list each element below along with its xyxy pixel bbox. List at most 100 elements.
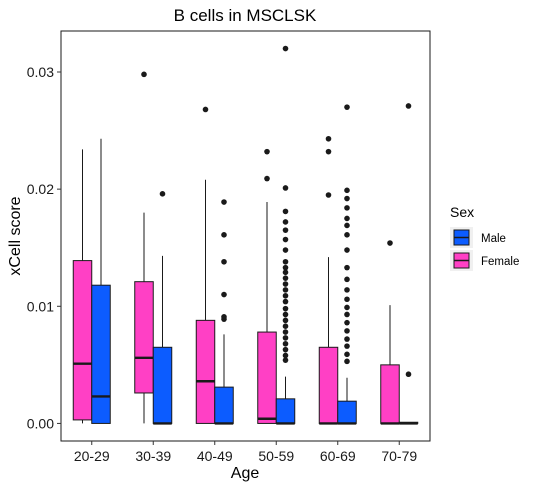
outlier-point <box>325 135 332 142</box>
outlier-point <box>282 219 289 225</box>
outlier-point <box>221 199 227 205</box>
outlier-point <box>282 227 289 233</box>
outlier-point <box>282 247 289 253</box>
iqr-box <box>337 400 357 424</box>
outlier-point <box>387 240 393 246</box>
outlier-point <box>344 287 350 293</box>
legend-item-female: Female <box>450 250 519 271</box>
outlier-point <box>344 205 350 211</box>
legend-label: Male <box>481 233 506 245</box>
x-tick-label: 30-39 <box>135 448 171 464</box>
outlier-point <box>325 148 332 155</box>
outlier-point <box>282 236 289 243</box>
legend-title: Sex <box>450 204 474 220</box>
x-tick-label: 70-79 <box>381 448 417 464</box>
iqr-box <box>152 346 173 424</box>
y-axis-title: xCell score <box>7 196 24 275</box>
box-female-30-39 <box>134 71 154 424</box>
iqr-box <box>72 260 93 421</box>
outlier-point <box>344 311 350 318</box>
y-tick-label: 0.01 <box>27 298 54 314</box>
outlier-point <box>344 187 350 194</box>
outlier-point <box>282 292 289 299</box>
outlier-point <box>344 343 350 349</box>
iqr-box <box>134 281 154 394</box>
outlier-point <box>344 304 350 311</box>
outlier-point <box>282 45 289 52</box>
box-male-20-29 <box>91 138 111 424</box>
legend-item-male: Male <box>450 227 506 248</box>
x-tick-label: 40-49 <box>197 448 233 464</box>
iqr-box <box>195 319 216 424</box>
outlier-point <box>282 305 289 312</box>
iqr-box <box>380 364 400 424</box>
plot-panel <box>60 30 431 442</box>
y-tick-label: 0.02 <box>27 181 54 197</box>
outlier-point <box>344 328 350 334</box>
box-female-50-59 <box>257 148 277 424</box>
outlier-point <box>221 232 227 238</box>
box-male-50-59 <box>275 45 296 425</box>
outlier-point <box>344 296 350 303</box>
outlier-point <box>221 258 227 265</box>
outlier-point <box>344 319 350 326</box>
outlier-point <box>282 357 289 363</box>
outlier-point <box>282 258 289 265</box>
outlier-point <box>221 314 227 320</box>
iqr-box <box>275 398 296 424</box>
outlier-point <box>344 104 350 110</box>
outlier-point <box>221 291 227 298</box>
outlier-point <box>282 275 289 281</box>
outlier-point <box>344 358 350 365</box>
iqr-box <box>91 284 111 424</box>
outlier-point <box>405 103 412 109</box>
outlier-point <box>282 311 289 318</box>
outlier-point <box>159 191 166 197</box>
outlier-point <box>282 323 289 330</box>
plot-layer <box>72 45 419 425</box>
outlier-point <box>344 276 350 283</box>
iqr-box <box>318 346 339 424</box>
box-female-40-49 <box>195 106 216 424</box>
box-male-40-49 <box>214 199 234 425</box>
box-female-20-29 <box>72 149 93 424</box>
outlier-point <box>282 352 289 359</box>
outlier-point <box>282 208 289 215</box>
x-tick-label: 60-69 <box>320 448 356 464</box>
outlier-point <box>282 346 289 353</box>
box-male-70-79 <box>398 103 419 425</box>
outlier-point <box>282 287 289 293</box>
outlier-point <box>405 371 412 378</box>
outlier-point <box>282 185 289 191</box>
outlier-point <box>344 247 350 253</box>
y-tick-label: 0.00 <box>27 415 54 431</box>
outlier-point <box>282 329 289 335</box>
box-female-70-79 <box>380 240 400 425</box>
outlier-point <box>282 335 289 341</box>
outlier-point <box>282 340 289 347</box>
legend: Sex Male Female <box>450 204 519 271</box>
outlier-point <box>344 336 350 342</box>
outlier-point <box>282 281 289 287</box>
x-tick-label: 50-59 <box>258 448 294 464</box>
box-male-60-69 <box>337 104 357 425</box>
outlier-point <box>264 175 270 182</box>
outlier-point <box>344 264 350 271</box>
y-tick-label: 0.03 <box>27 64 54 80</box>
outlier-point <box>344 222 350 229</box>
outlier-point <box>344 215 350 222</box>
box-male-30-39 <box>152 191 173 425</box>
chart-title: B cells in MSCLSK <box>174 6 317 25</box>
outlier-point <box>282 264 289 271</box>
outlier-point <box>282 317 289 324</box>
outlier-point <box>325 192 332 198</box>
outlier-point <box>282 269 289 276</box>
x-tick-label: 20-29 <box>74 448 110 464</box>
outlier-point <box>141 71 147 78</box>
box-female-60-69 <box>318 135 339 425</box>
outlier-point <box>344 351 350 358</box>
y-axis: 0.00 0.01 0.02 0.03 <box>27 64 61 431</box>
outlier-point <box>202 106 209 113</box>
x-axis-title: Age <box>231 465 260 482</box>
